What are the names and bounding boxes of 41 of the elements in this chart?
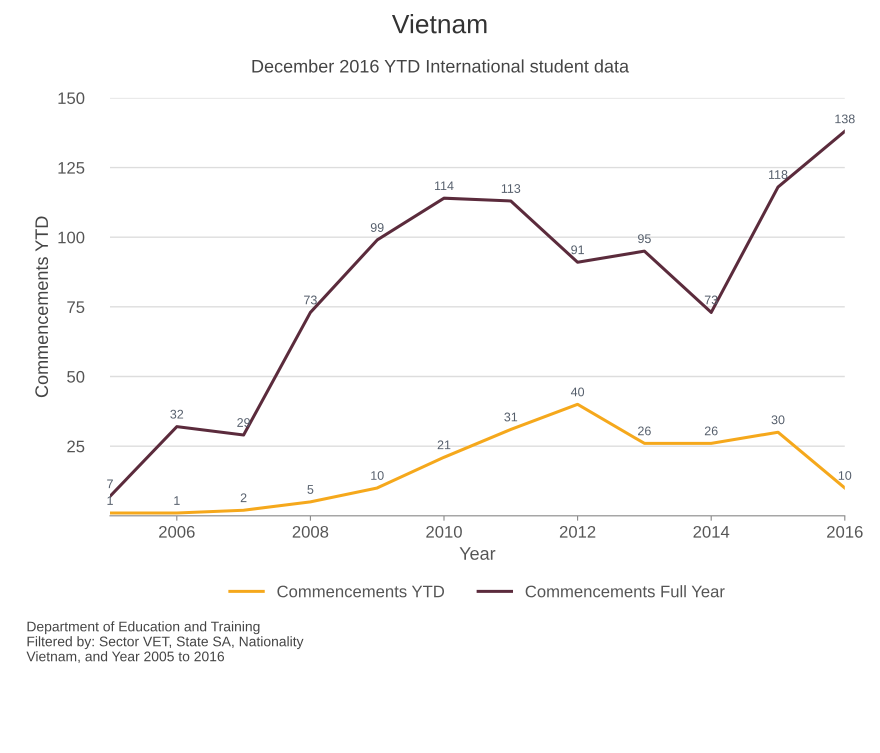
data-label: 26	[704, 426, 718, 436]
y-tick-label: 25	[67, 440, 84, 452]
data-label: 73	[304, 296, 317, 304]
data-label: 138	[835, 114, 855, 124]
chart-subtitle: December 2016 YTD International student data	[252, 59, 630, 73]
data-label: 95	[638, 234, 651, 244]
legend-label: Commencements YTD	[277, 586, 444, 598]
data-label: 7	[107, 480, 113, 488]
data-label: 114	[434, 181, 454, 190]
data-label: 2	[240, 493, 246, 502]
text: Department of Education and Training Filtered by: Sector VET, State SA, Nationality Vietnam, and Year 2005 to 2016	[26, 621, 304, 663]
data-label: 31	[504, 412, 518, 422]
x-axis-title: Year	[460, 547, 496, 560]
data-label: 21	[438, 440, 450, 450]
data-label: 1	[107, 496, 113, 505]
data-label: 99	[370, 223, 384, 232]
chart-title: Vietnam	[392, 14, 486, 34]
data-label: 91	[571, 245, 584, 254]
y-tick-label: 125	[58, 162, 84, 174]
data-label: 40	[570, 387, 584, 396]
y-tick-label: 150	[58, 92, 84, 104]
data-label: 30	[772, 415, 784, 424]
y-axis-title: Commencements YTD	[35, 216, 48, 398]
data-label: 26	[638, 426, 651, 436]
y-tick-label: 100	[58, 232, 84, 244]
data-label: 113	[502, 184, 520, 193]
data-label: 5	[307, 485, 314, 494]
data-label: 32	[170, 410, 184, 419]
x-tick-label: 2016	[827, 526, 863, 538]
data-label: 10	[838, 471, 852, 480]
x-tick-label: 2008	[292, 526, 328, 538]
data-label: 118	[768, 170, 788, 180]
data-label: 10	[371, 471, 384, 480]
x-tick-label: 2014	[694, 526, 730, 538]
legend-label: Commencements Full Year	[526, 585, 725, 598]
x-tick-label: 2010	[426, 526, 462, 538]
y-tick-label: 75	[67, 301, 84, 314]
x-tick-label: 2012	[560, 526, 596, 538]
data-label: 1	[174, 496, 180, 505]
y-tick-label: 50	[67, 370, 84, 383]
x-tick-label: 2006	[159, 526, 195, 538]
